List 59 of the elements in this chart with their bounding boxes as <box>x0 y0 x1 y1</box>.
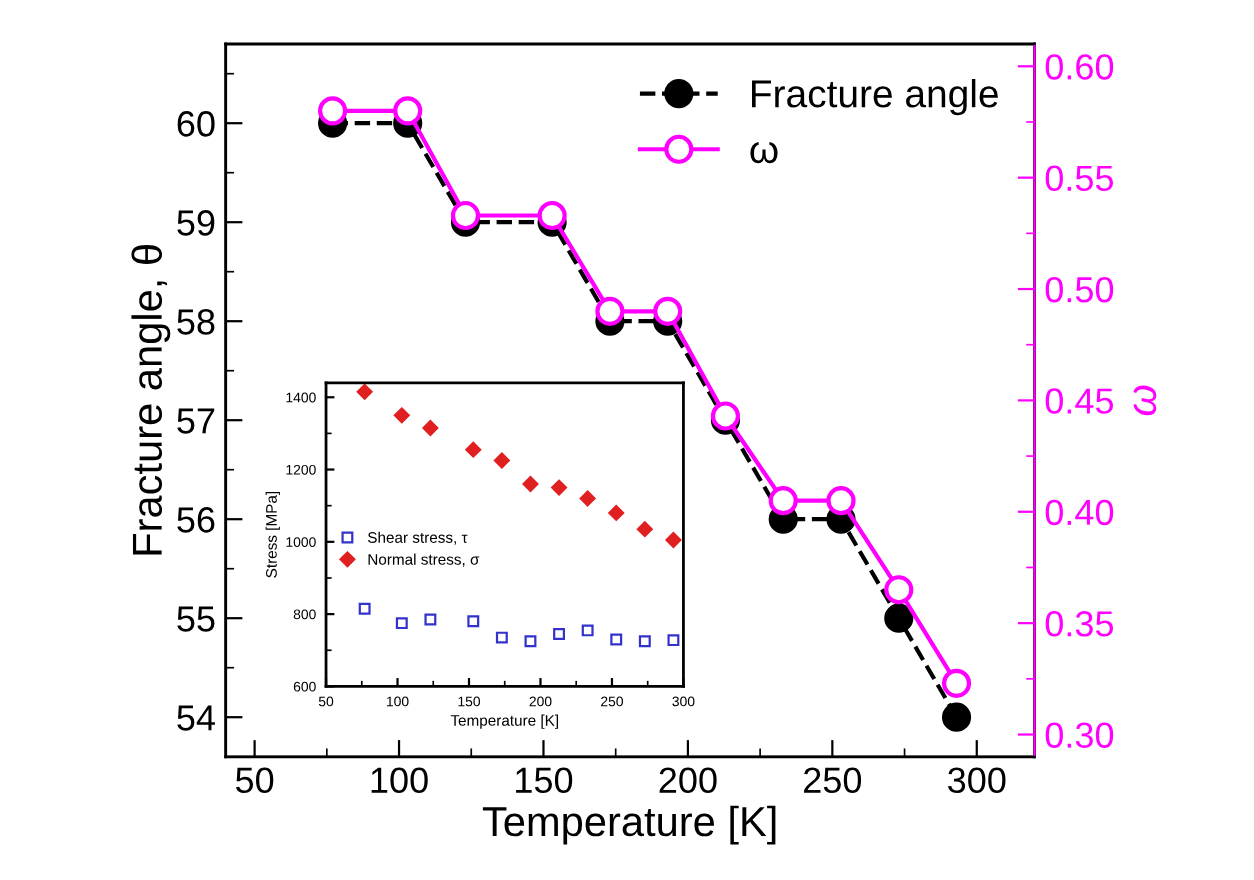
point <box>356 383 373 400</box>
point <box>424 613 437 626</box>
y-tick-label: 56 <box>177 507 215 533</box>
y-tick-label: 57 <box>177 408 215 434</box>
y2-tick-label: 0.45 <box>1045 388 1114 414</box>
y-axis-title: Fracture angle, θ <box>131 245 171 555</box>
x-axis-title: Temperature [K] <box>482 805 776 845</box>
point <box>493 452 510 469</box>
point <box>595 296 625 326</box>
x-tick-label: 100 <box>371 767 428 794</box>
point <box>537 200 567 231</box>
y-tick-label: 58 <box>177 309 215 335</box>
legend-label: Fracture angle <box>752 79 998 116</box>
point <box>665 532 682 549</box>
y2-tick-label: 0.50 <box>1045 276 1114 303</box>
point <box>524 635 537 648</box>
point <box>610 633 623 646</box>
point <box>393 407 410 424</box>
point <box>393 96 423 126</box>
point <box>941 702 972 732</box>
point <box>467 615 480 628</box>
x-tick-label: 150 <box>516 767 573 794</box>
point <box>450 200 481 231</box>
y2-tick-label: 0.40 <box>1045 499 1114 526</box>
point <box>638 635 651 648</box>
x-tick-label: 200 <box>659 767 717 794</box>
point <box>495 631 508 644</box>
y-tick-label: 55 <box>177 606 215 632</box>
y-tick-label: 54 <box>177 705 215 731</box>
point <box>422 419 439 436</box>
point <box>581 624 594 637</box>
y2-axis-title: ω <box>1133 385 1157 416</box>
y2-tick-label: 0.30 <box>1045 722 1114 748</box>
point <box>579 490 596 507</box>
point <box>826 486 856 516</box>
point <box>941 668 972 698</box>
point <box>653 296 683 326</box>
x-tick-label: 250 <box>804 767 862 794</box>
point <box>551 479 568 496</box>
point <box>608 504 625 521</box>
y2-tick-label: 0.35 <box>1045 611 1114 637</box>
point <box>768 486 798 516</box>
point <box>667 634 680 647</box>
point <box>395 617 408 630</box>
x-tick-label: 50 <box>235 767 274 794</box>
point <box>636 521 653 538</box>
point <box>465 441 482 458</box>
point <box>358 602 371 615</box>
y2-tick-label: 0.60 <box>1045 54 1114 80</box>
point <box>884 603 914 633</box>
y-tick-label: 59 <box>177 210 215 236</box>
legend-label: ω <box>750 141 778 164</box>
point <box>553 628 566 640</box>
point <box>522 476 539 492</box>
point <box>318 96 348 126</box>
point <box>884 575 914 605</box>
x-tick-label: 300 <box>948 767 1006 794</box>
y-tick-label: 60 <box>177 111 215 137</box>
y2-tick-label: 0.55 <box>1045 165 1114 192</box>
